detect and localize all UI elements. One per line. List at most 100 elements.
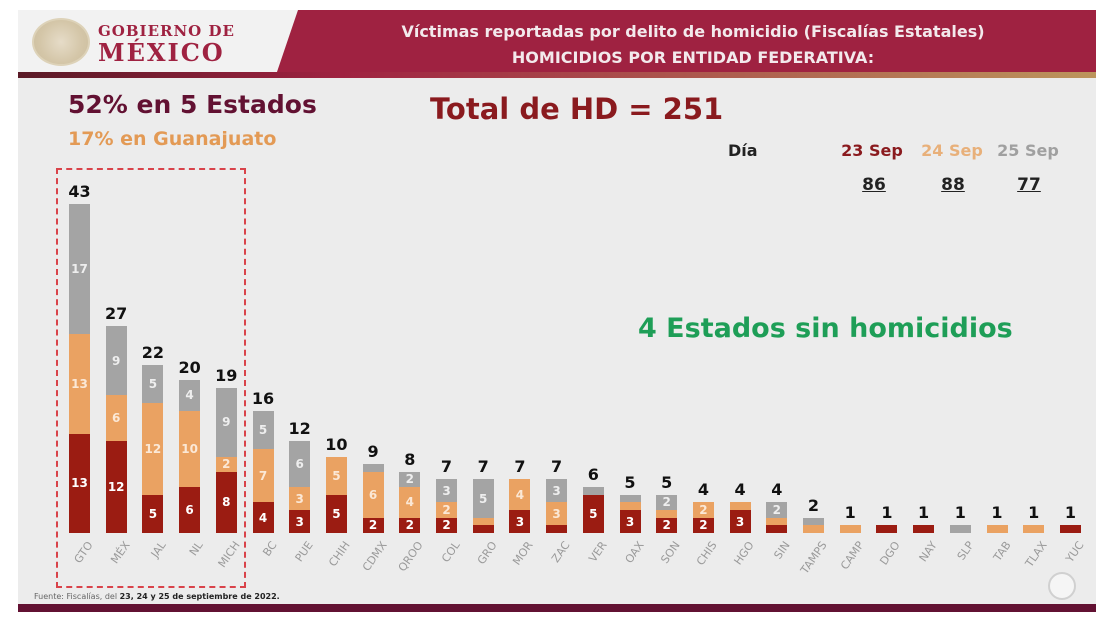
bar-dgo xyxy=(876,525,898,533)
bar-total-label: 7 xyxy=(440,457,453,477)
bar-segment-23-sep: 3 xyxy=(729,510,751,533)
bar-segment-24-sep: 5 xyxy=(325,456,347,495)
bar-segment-25-sep xyxy=(619,494,641,503)
source-prefix: Fuente: Fiscalías, del xyxy=(34,592,118,601)
bar-segment-25-sep xyxy=(582,487,604,495)
bar-segment-23-sep xyxy=(546,525,568,533)
bar-segment-24-sep: 6 xyxy=(105,395,127,442)
bar-sin: 2 xyxy=(766,502,788,533)
bar-segment-25-sep: 2 xyxy=(399,471,421,488)
bar-tlax xyxy=(1023,525,1045,533)
bar-segment-24-sep xyxy=(729,502,751,511)
bar-segment-23-sep xyxy=(876,525,898,533)
bar-total-label: 4 xyxy=(771,480,783,500)
bar-segment-23-sep: 2 xyxy=(436,517,457,533)
bar-nay xyxy=(913,525,935,533)
bar-segment-24-sep: 2 xyxy=(436,502,457,518)
bar-total-label: 1 xyxy=(991,503,1003,523)
bar-segment-23-sep: 5 xyxy=(325,494,347,533)
bar-segment-25-sep: 4 xyxy=(179,380,201,411)
logo-area: GOBIERNO DE MÉXICO xyxy=(18,10,298,76)
x-axis-label: SIN xyxy=(771,539,793,562)
x-axis-label: PUE xyxy=(292,539,316,565)
top5-highlight-box xyxy=(56,168,246,588)
bar-gro: 5 xyxy=(472,479,494,533)
x-axis-label: TAMPS xyxy=(798,539,830,577)
bar-segment-23-sep: 2 xyxy=(656,517,678,533)
bar-segment-24-sep: 12 xyxy=(142,402,164,495)
bar-hgo: 3 xyxy=(729,502,751,533)
bar-segment-25-sep: 5 xyxy=(252,410,274,449)
stat-top5: 52% en 5 Estados xyxy=(68,90,317,119)
header-banner: GOBIERNO DE MÉXICO Víctimas reportadas p… xyxy=(18,10,1096,76)
x-axis-label: VER xyxy=(586,539,610,565)
x-axis-label: CHIS xyxy=(693,539,720,568)
corner-seal-icon xyxy=(1048,572,1076,600)
bar-segment-25-sep: 9 xyxy=(215,387,237,457)
x-axis-label: TAB xyxy=(990,539,1014,564)
x-axis-label: BC xyxy=(259,539,280,559)
day-col-24: 24 Sep xyxy=(921,141,983,160)
bar-segment-23-sep xyxy=(913,525,935,533)
bar-total-label: 5 xyxy=(624,472,636,492)
bar-segment-24-sep: 3 xyxy=(546,502,568,526)
bar-segment-25-sep: 9 xyxy=(105,326,127,396)
bar-segment-24-sep xyxy=(839,525,861,533)
bar-total-label: 1 xyxy=(918,503,930,523)
bar-total-label: 1 xyxy=(1064,503,1076,523)
bar-segment-24-sep xyxy=(986,525,1008,533)
x-axis-label: HGO xyxy=(730,539,757,568)
bar-segment-25-sep xyxy=(949,525,971,533)
bar-total-label: 20 xyxy=(178,358,201,377)
bar-segment-23-sep: 2 xyxy=(362,517,384,533)
slide: GOBIERNO DE MÉXICO Víctimas reportadas p… xyxy=(18,10,1096,612)
bar-segment-23-sep: 5 xyxy=(142,494,164,533)
page-subtitle: HOMICIDIOS POR ENTIDAD FEDERATIVA: xyxy=(511,48,875,67)
bar-jal: 5 12 5 xyxy=(142,364,164,533)
bar-segment-25-sep: 6 xyxy=(289,441,311,488)
national-seal-icon xyxy=(32,18,90,66)
bar-total-label: 2 xyxy=(807,495,820,515)
bar-segment-24-sep: 7 xyxy=(252,448,274,503)
logo-text-line1: GOBIERNO DE xyxy=(98,22,235,40)
stat-gto: 17% en Guanajuato xyxy=(68,128,277,150)
bar-slp xyxy=(949,525,971,533)
x-axis-label: MÉX xyxy=(107,539,133,567)
bar-méx: 12 6 9 xyxy=(105,326,127,533)
source-note: Fuente: Fiscalías, del 23, 24 y 25 de se… xyxy=(34,592,280,601)
day-col-23: 23 Sep xyxy=(841,141,903,160)
bar-ver: 5 xyxy=(582,487,604,533)
x-axis-label: NAY xyxy=(916,539,940,565)
bar-total-label: 19 xyxy=(215,365,238,385)
bar-total-label: 6 xyxy=(587,465,599,485)
bar-segment-23-sep: 4 xyxy=(252,502,274,533)
bar-segment-25-sep: 3 xyxy=(546,479,568,503)
bar-segment-24-sep xyxy=(656,510,678,518)
x-axis-label: ZAC xyxy=(549,539,573,565)
bar-segment-24-sep xyxy=(619,502,641,511)
bar-segment-23-sep: 3 xyxy=(619,510,641,533)
bar-segment-25-sep: 5 xyxy=(472,479,494,518)
x-axis-label: SON xyxy=(658,539,683,567)
x-axis-label: JAL xyxy=(148,539,170,561)
day-total-24: 88 xyxy=(941,175,965,195)
x-axis-label: CDMX xyxy=(359,539,390,574)
bar-tab xyxy=(986,525,1008,533)
bar-total-label: 7 xyxy=(514,457,526,477)
bar-total-label: 27 xyxy=(105,304,128,324)
bar-segment-25-sep: 17 xyxy=(69,204,90,335)
x-axis-label: MOR xyxy=(510,539,537,568)
bar-gto: 13 13 17 xyxy=(69,204,90,533)
bar-segment-23-sep: 2 xyxy=(399,517,421,533)
bar-segment-24-sep xyxy=(472,517,494,526)
bar-segment-24-sep: 6 xyxy=(362,471,384,518)
x-axis-label: OAX xyxy=(622,539,647,566)
